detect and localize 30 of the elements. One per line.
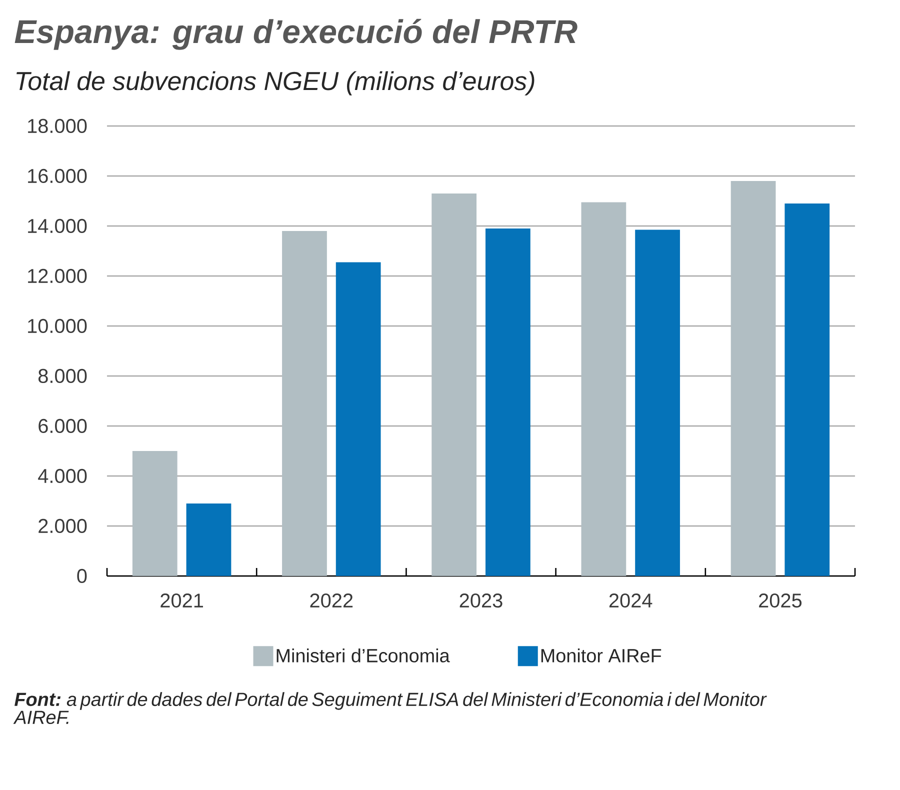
bar	[282, 230, 327, 576]
x-tick-label: 2023	[460, 594, 502, 608]
y-tick-label: 10.000	[28, 318, 87, 334]
y-tick-label: 2.000	[38, 518, 87, 534]
bar	[132, 450, 178, 576]
bar	[635, 230, 680, 576]
x-tick-label: 2025	[759, 594, 802, 608]
y-tick-label: 12.000	[28, 268, 87, 284]
y-tick-label: 14.000	[28, 218, 87, 234]
bar	[730, 180, 776, 576]
legend-label: Ministeri d’Economia	[276, 648, 450, 662]
y-tick-label: 18.000	[28, 118, 87, 134]
y-tick-label: 4.000	[38, 468, 87, 484]
chart-title: Espanya: grau d’execució del PRTR	[14, 18, 578, 50]
bar	[432, 193, 477, 576]
x-tick-label: 2024	[609, 594, 652, 608]
bar	[581, 202, 626, 576]
bar	[784, 203, 830, 576]
y-tick-label: 16.000	[28, 168, 87, 184]
chart-subtitle: Total de subvencions NGEU (milions d’euros)	[16, 71, 534, 96]
bar	[336, 262, 381, 576]
bar	[186, 503, 232, 576]
y-tick-label: 0	[77, 568, 87, 584]
bar	[485, 228, 530, 576]
y-tick-label: 8.000	[38, 368, 87, 384]
x-tick-label: 2022	[310, 594, 353, 608]
legend-label: Monitor AIReF	[541, 648, 662, 662]
text: Font: a partir de dades del Portal de Seguiment ELISA del Ministeri d’Economia i del Monitor AIReF.	[13, 692, 767, 724]
y-tick-label: 6.000	[38, 418, 87, 434]
x-tick-label: 2021	[160, 594, 203, 608]
